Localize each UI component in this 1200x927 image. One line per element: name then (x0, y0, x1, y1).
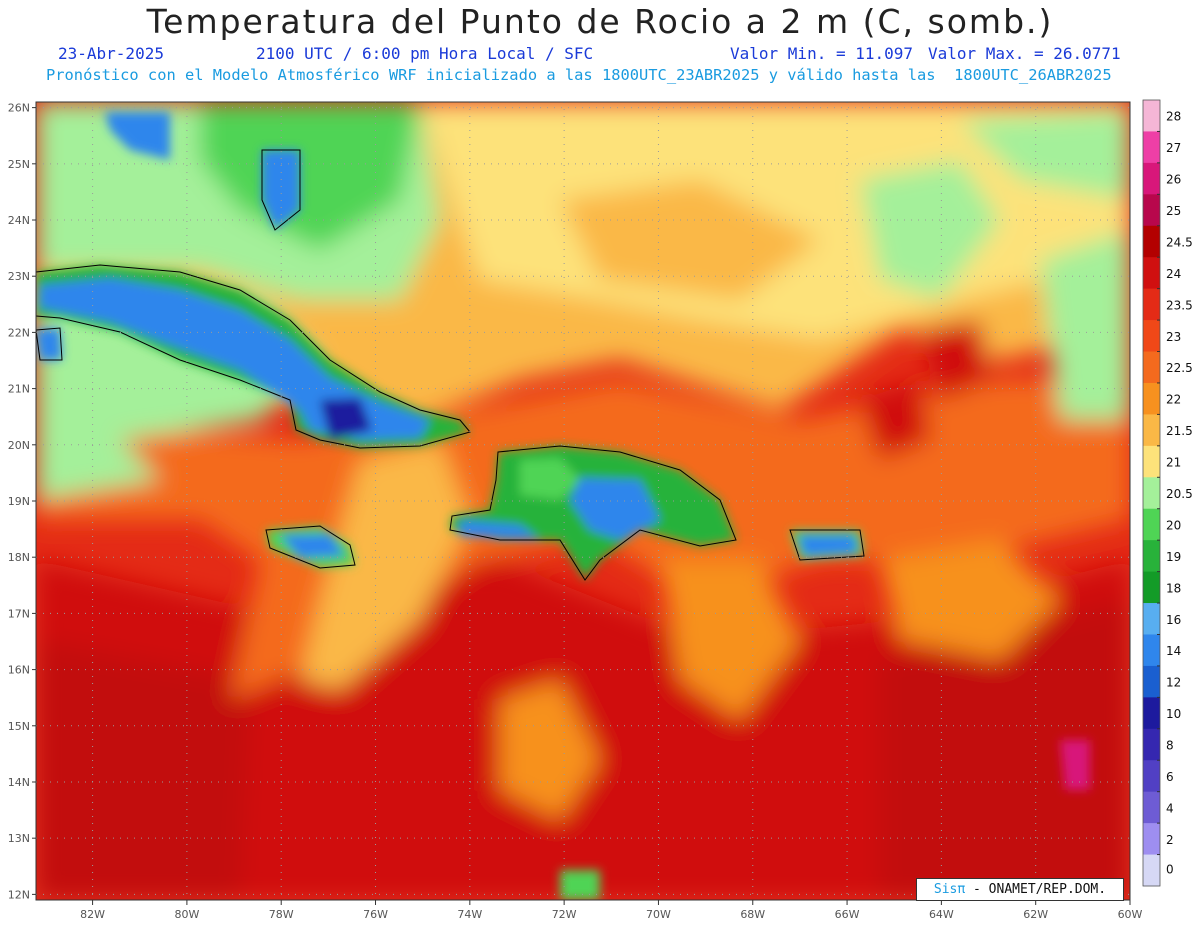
lon-tick-label: 60W (1118, 908, 1143, 921)
lon-tick-label: 76W (363, 908, 388, 921)
colorbar: 2827262524.52423.52322.52221.52120.52019… (1142, 99, 1193, 887)
lat-tick-label: 23N (8, 270, 30, 283)
lat-tick-label: 13N (8, 832, 30, 845)
colorbar-label: 12 (1166, 676, 1181, 690)
lat-tick-label: 26N (8, 102, 30, 115)
lat-tick-label: 21N (8, 383, 30, 396)
colorbar-label: 18 (1166, 581, 1181, 595)
colorbar-swatch (1143, 320, 1160, 353)
colorbar-swatch (1143, 477, 1160, 510)
colorbar-label: 23.5 (1166, 298, 1193, 312)
lon-tick-label: 66W (835, 908, 860, 921)
lon-tick-label: 78W (269, 908, 294, 921)
lat-tick-label: 19N (8, 495, 30, 508)
graticule (36, 102, 1130, 900)
latitude-axis: 26N 25N 24N 23N 22N 21N 20N 19N 18N 17N 16N 15N 14N 1… (8, 102, 36, 901)
colorbar-label: 8 (1166, 739, 1174, 753)
colorbar-swatch (1143, 760, 1160, 793)
lat-tick-label: 25N (8, 158, 30, 171)
colorbar-label: 22 (1166, 393, 1181, 407)
colorbar-swatch (1143, 571, 1160, 604)
colorbar-label: 21.5 (1166, 424, 1193, 438)
longitude-axis: 82W 80W 78W 76W 74W 72W 70W 68W 66W 64W 62W 60W (80, 900, 1143, 921)
lat-tick-label: 15N (8, 720, 30, 733)
colorbar-swatch (1143, 665, 1160, 698)
lat-tick-label: 17N (8, 607, 30, 620)
lon-tick-label: 62W (1023, 908, 1048, 921)
colorbar-label: 24 (1166, 267, 1181, 281)
colorbar-swatch (1143, 257, 1160, 290)
colorbar-swatch (1143, 225, 1160, 258)
credit-brand: Sisπ (933, 882, 966, 897)
max-value: Valor Max. = 26.0771 (928, 44, 1121, 63)
colorbar-swatch (1143, 854, 1160, 887)
colorbar-swatch (1143, 508, 1160, 541)
lon-tick-label: 72W (552, 908, 577, 921)
credit-text: - ONAMET/REP.DOM. (965, 882, 1107, 897)
lat-tick-label: 14N (8, 776, 30, 789)
colorbar-frame (1142, 99, 1161, 887)
colorbar-swatch (1143, 414, 1160, 447)
lat-tick-label: 18N (8, 551, 30, 564)
min-value: Valor Min. = 11.097 (730, 44, 914, 63)
colorbar-swatch (1143, 728, 1160, 761)
colorbar-label: 25 (1166, 204, 1181, 218)
colorbar-label: 24.5 (1166, 235, 1193, 249)
colorbar-label: 26 (1166, 173, 1181, 187)
lon-tick-label: 64W (929, 908, 954, 921)
forecast-info: Pronóstico con el Modelo Atmosférico WRF… (46, 66, 1112, 84)
colorbar-swatch (1143, 382, 1160, 415)
colorbar-swatch (1143, 445, 1160, 478)
colorbar-swatch (1143, 162, 1160, 195)
colorbar-label: 10 (1166, 707, 1181, 721)
colorbar-label: 20 (1166, 518, 1181, 532)
colorbar-swatch (1143, 131, 1160, 164)
colorbar-label: 2 (1166, 833, 1174, 847)
lon-tick-label: 68W (740, 908, 765, 921)
lat-tick-label: 22N (8, 326, 30, 339)
lat-tick-label: 16N (8, 664, 30, 677)
colorbar-label: 16 (1166, 613, 1181, 627)
colorbar-label: 23 (1166, 330, 1181, 344)
colorbar-swatch (1143, 823, 1160, 856)
time-info: 2100 UTC / 6:00 pm Hora Local / SFC (256, 44, 594, 63)
colorbar-swatch (1143, 288, 1160, 321)
colorbar-swatch (1143, 100, 1160, 132)
lon-tick-label: 74W (457, 908, 482, 921)
colorbar-swatch (1143, 540, 1160, 573)
colorbar-label: 20.5 (1166, 487, 1193, 501)
colorbar-swatch (1143, 194, 1160, 227)
colorbar-swatch (1143, 603, 1160, 635)
colorbar-label: 19 (1166, 550, 1181, 564)
colorbar-swatch (1143, 634, 1160, 667)
colorbar-swatch (1143, 697, 1160, 730)
map-title: Temperatura del Punto de Rocio a 2 m (C,… (146, 2, 1054, 41)
colorbar-swatch (1143, 351, 1160, 384)
colorbar-label: 4 (1166, 801, 1174, 815)
colorbar-label: 22.5 (1166, 361, 1193, 375)
forecast-date: 23-Abr-2025 (58, 44, 164, 63)
colorbar-label: 0 (1166, 862, 1174, 876)
lat-tick-label: 12N (8, 888, 30, 901)
colorbar-label: 14 (1166, 644, 1181, 658)
colorbar-label: 28 (1166, 110, 1181, 124)
colorbar-label: 27 (1166, 141, 1181, 155)
lon-tick-label: 82W (80, 908, 105, 921)
lon-tick-label: 70W (646, 908, 671, 921)
colorbar-swatch (1143, 791, 1160, 824)
credit-box: Sisπ - ONAMET/REP.DOM. (916, 878, 1124, 901)
lat-tick-label: 20N (8, 439, 30, 452)
colorbar-label: 21 (1166, 456, 1181, 470)
lon-tick-label: 80W (174, 908, 199, 921)
lat-tick-label: 24N (8, 214, 30, 227)
colorbar-label: 6 (1166, 770, 1174, 784)
